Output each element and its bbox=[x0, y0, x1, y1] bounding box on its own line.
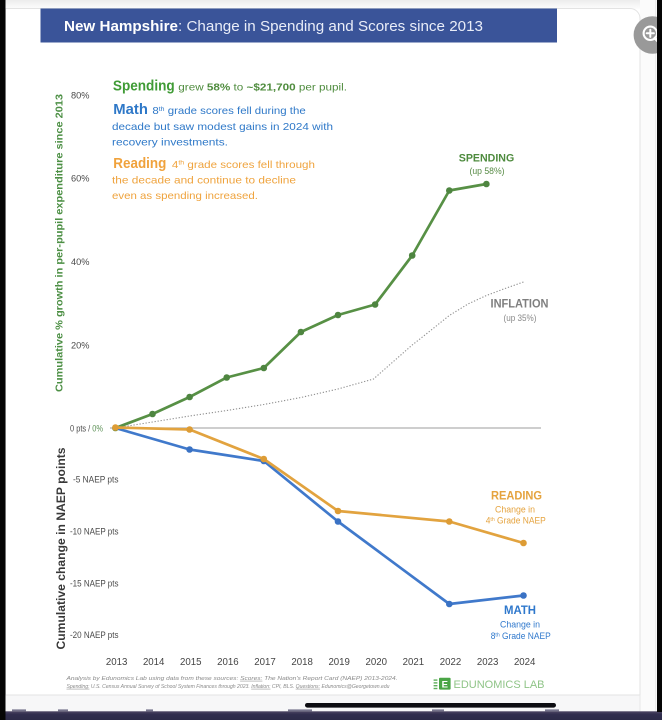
svg-text:grew 58% to ~$21,700 per pupil: grew 58% to ~$21,700 per pupil. bbox=[178, 83, 347, 94]
svg-text:Cumulative % growth in per-pup: Cumulative % growth in per-pupil expendi… bbox=[54, 94, 65, 392]
svg-text:Reading: Reading bbox=[113, 156, 166, 172]
svg-text:0 pts / 0%: 0 pts / 0% bbox=[70, 424, 103, 435]
svg-text:Change in: Change in bbox=[500, 620, 540, 630]
svg-text:E: E bbox=[442, 679, 448, 690]
svg-text:4th grade scores fell through: 4th grade scores fell through bbox=[172, 160, 315, 171]
svg-text:EDUNOMICS LAB: EDUNOMICS LAB bbox=[454, 679, 545, 691]
svg-text:-5 NAEP pts: -5 NAEP pts bbox=[73, 475, 119, 485]
svg-text:-10 NAEP pts: -10 NAEP pts bbox=[70, 527, 119, 537]
svg-text:40%: 40% bbox=[71, 257, 90, 268]
svg-text:INFLATION: INFLATION bbox=[491, 299, 549, 311]
svg-text:20%: 20% bbox=[71, 341, 90, 352]
svg-text:2016: 2016 bbox=[217, 657, 239, 668]
svg-text:-20 NAEP pts: -20 NAEP pts bbox=[70, 630, 119, 640]
svg-text:Change in: Change in bbox=[495, 505, 535, 515]
svg-text:Spending: U.S. Census Annual S: Spending: U.S. Census Annual Survey of S… bbox=[67, 684, 390, 690]
svg-text:60%: 60% bbox=[71, 174, 90, 185]
svg-text:2013: 2013 bbox=[106, 657, 128, 668]
svg-text:Spending: Spending bbox=[113, 79, 175, 95]
svg-text:8th Grade NAEP: 8th Grade NAEP bbox=[491, 631, 551, 641]
svg-text:4th Grade NAEP: 4th Grade NAEP bbox=[486, 516, 546, 526]
svg-text:recovery investments.: recovery investments. bbox=[112, 137, 228, 148]
svg-text:8th grade scores fell during t: 8th grade scores fell during the bbox=[152, 106, 306, 117]
svg-text:the decade and continue to dec: the decade and continue to decline bbox=[112, 175, 296, 186]
svg-text:(up 58%): (up 58%) bbox=[470, 166, 505, 177]
svg-text:(up 35%): (up 35%) bbox=[504, 313, 537, 323]
svg-text:SPENDING: SPENDING bbox=[459, 153, 515, 165]
svg-text:2021: 2021 bbox=[403, 657, 425, 668]
svg-text:2022: 2022 bbox=[440, 657, 462, 668]
svg-text:2018: 2018 bbox=[291, 657, 313, 668]
svg-text:Analysis by Edunomics Lab usin: Analysis by Edunomics Lab using data fro… bbox=[65, 676, 397, 682]
svg-text:-15 NAEP pts: -15 NAEP pts bbox=[70, 579, 119, 589]
svg-text:Math: Math bbox=[113, 102, 148, 118]
svg-text:Cumulative change in NAEP poin: Cumulative change in NAEP points bbox=[54, 447, 68, 649]
svg-text:MATH: MATH bbox=[504, 603, 536, 617]
svg-text:2015: 2015 bbox=[180, 657, 202, 668]
svg-text:New Hampshire: Change in Spend: New Hampshire: Change in Spending and Sc… bbox=[64, 18, 483, 35]
svg-text:decade but saw modest gains in: decade but saw modest gains in 2024 with bbox=[112, 122, 333, 133]
svg-text:2020: 2020 bbox=[366, 657, 388, 668]
svg-text:80%: 80% bbox=[71, 91, 90, 102]
svg-text:2019: 2019 bbox=[328, 657, 350, 668]
svg-text:READING: READING bbox=[491, 491, 542, 503]
svg-text:2024: 2024 bbox=[514, 657, 536, 668]
svg-text:2023: 2023 bbox=[477, 657, 499, 668]
svg-text:2014: 2014 bbox=[143, 657, 165, 668]
svg-text:2017: 2017 bbox=[254, 657, 276, 668]
svg-text:even as spending increased.: even as spending increased. bbox=[112, 191, 258, 202]
